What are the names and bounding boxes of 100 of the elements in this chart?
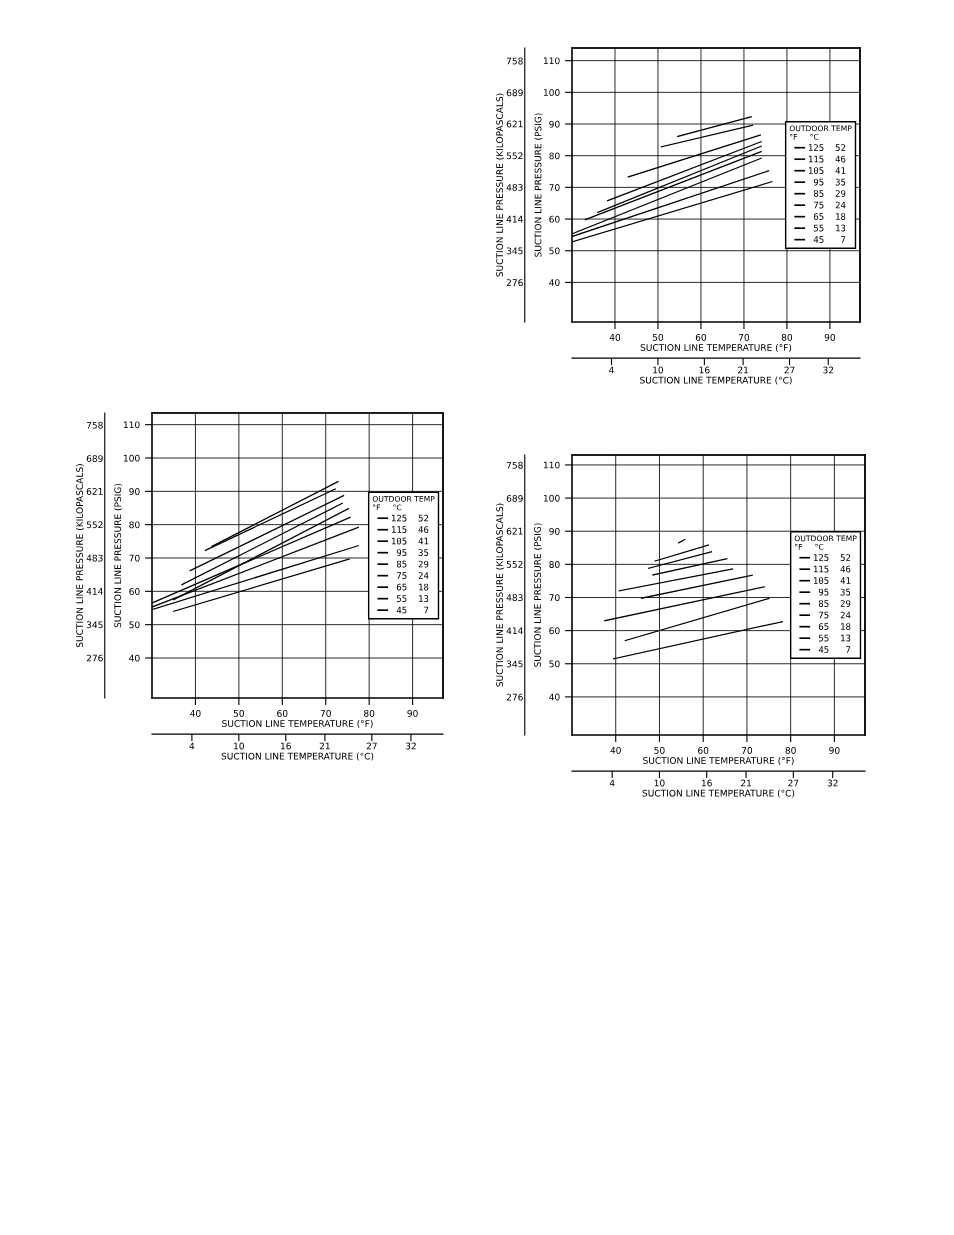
y2-tick-label: 414: [86, 588, 103, 595]
x2-tick-label: 16: [701, 779, 712, 787]
legend-label: 85 29: [813, 190, 846, 197]
legend-label: 55 13: [396, 595, 429, 602]
y2-tick-label: 758: [506, 461, 523, 469]
x2-tick-label: 10: [654, 779, 665, 787]
x-axis-title: SUCTION LINE TEMPERATURE (°F): [640, 343, 792, 352]
y2-tick-label: 758: [506, 57, 523, 65]
y-tick-label: 80: [549, 152, 560, 160]
x-tick-label: 60: [277, 709, 288, 717]
y2-tick-label: 483: [506, 184, 523, 191]
y-tick-label: 40: [549, 693, 560, 701]
x2-tick-label: 27: [788, 779, 799, 787]
x2-tick-label: 4: [609, 366, 614, 374]
legend-label: 55 13: [813, 224, 846, 232]
x-tick-label: 80: [781, 333, 793, 341]
legend-label: 75 24: [396, 572, 429, 579]
y-tick-label: 40: [129, 654, 140, 662]
legend-label: 85 29: [818, 600, 851, 607]
legend-label: 65 18: [818, 623, 851, 630]
x2-tick-label: 21: [319, 742, 330, 750]
legend-label: 115 46: [808, 155, 846, 163]
x2-tick-label: 4: [609, 779, 615, 787]
x2-axis-title: SUCTION LINE TEMPERATURE (°C): [221, 752, 374, 761]
x-tick-label: 50: [654, 746, 665, 754]
y-axis-title: SUCTION LINE PRESSURE (PSIG): [114, 483, 123, 628]
x2-tick-label: 16: [281, 742, 291, 750]
y-tick-label: 60: [549, 215, 560, 223]
y-tick-label: 40: [549, 279, 560, 286]
y-tick-label: 90: [549, 527, 560, 535]
y-tick-label: 60: [129, 588, 140, 595]
y2-tick-label: 621: [506, 527, 523, 535]
legend-label: 115 46: [813, 565, 851, 573]
legend-label: 45 7: [818, 646, 851, 653]
x-tick-label: 90: [407, 709, 418, 717]
x2-tick-label: 4: [189, 742, 195, 750]
x2-tick-label: 32: [823, 366, 834, 374]
y-tick-label: 50: [549, 660, 560, 668]
y2-tick-label: 689: [86, 455, 103, 462]
legend-label: 115 46: [391, 526, 429, 533]
y-tick-label: 80: [129, 521, 140, 529]
x-tick-label: 80: [364, 709, 375, 717]
y2-axis-title: SUCTION LINE PRESSURE (KILOPASCALS): [496, 503, 505, 687]
y2-tick-label: 621: [506, 120, 523, 128]
y-tick-label: 50: [549, 247, 560, 255]
y2-tick-label: 758: [86, 421, 103, 429]
y-tick-label: 100: [123, 454, 140, 462]
y-tick-label: 110: [543, 461, 560, 469]
y2-tick-label: 483: [506, 594, 523, 601]
x2-tick-label: 10: [653, 366, 664, 374]
legend-label: 55 13: [818, 634, 851, 642]
y-axis-title: SUCTION LINE PRESSURE (PSIG): [534, 113, 543, 257]
y2-tick-label: 483: [86, 554, 103, 562]
x-axis-title: SUCTION LINE TEMPERATURE (°F): [222, 719, 373, 728]
x2-tick-label: 32: [827, 779, 838, 787]
legend-label: 45 7: [813, 236, 846, 243]
x-tick-label: 70: [320, 709, 331, 717]
y2-tick-label: 345: [506, 247, 523, 255]
y-tick-label: 90: [549, 120, 560, 128]
y-tick-label: 110: [543, 57, 560, 65]
y2-tick-label: 552: [506, 560, 523, 568]
y2-axis-title: SUCTION LINE PRESSURE (KILOPASCALS): [76, 464, 85, 648]
y2-tick-label: 414: [506, 215, 523, 223]
legend-label: 105 41: [808, 167, 846, 174]
x2-tick-label: 21: [738, 366, 749, 374]
legend-label: 95 35: [813, 178, 846, 186]
x-tick-label: 60: [698, 746, 709, 754]
x2-tick-label: 27: [366, 742, 377, 750]
y-axis-title: SUCTION LINE PRESSURE (PSIG): [533, 523, 543, 667]
y2-tick-label: 689: [506, 89, 523, 97]
y-tick-label: 70: [129, 554, 140, 562]
y2-tick-label: 276: [506, 693, 523, 701]
x2-tick-label: 32: [405, 742, 416, 750]
legend-label: 45 7: [396, 606, 429, 614]
y-tick-label: 100: [543, 494, 560, 502]
y2-axis-title: SUCTION LINE PRESSURE (KILOPASCALS): [496, 93, 505, 277]
y-tick-label: 60: [549, 627, 560, 635]
x-tick-label: 60: [695, 333, 707, 341]
y2-tick-label: 276: [506, 279, 523, 287]
legend-label: 105 41: [391, 537, 429, 545]
legend-label: 125 52: [808, 144, 846, 151]
x-tick-label: 70: [741, 746, 753, 754]
x-tick-label: 40: [190, 709, 201, 717]
y2-tick-label: 345: [86, 621, 103, 629]
legend-label: 125 52: [813, 554, 851, 561]
x2-tick-label: 10: [234, 742, 244, 750]
legend-label: 95 35: [818, 588, 851, 596]
y-tick-label: 100: [543, 89, 560, 96]
x-tick-label: 80: [785, 746, 796, 754]
y-tick-label: 70: [549, 594, 560, 602]
x-tick-label: 90: [829, 746, 840, 754]
legend-label: 75 24: [818, 611, 851, 619]
y2-tick-label: 345: [506, 660, 523, 668]
legend-label: 65 18: [396, 583, 429, 591]
legend-label: 105 41: [813, 577, 851, 584]
y-tick-label: 80: [549, 561, 560, 568]
legend-label: 85 29: [396, 560, 429, 568]
x-tick-label: 70: [738, 333, 750, 341]
x-tick-label: 40: [609, 333, 621, 341]
y2-tick-label: 276: [86, 654, 103, 662]
